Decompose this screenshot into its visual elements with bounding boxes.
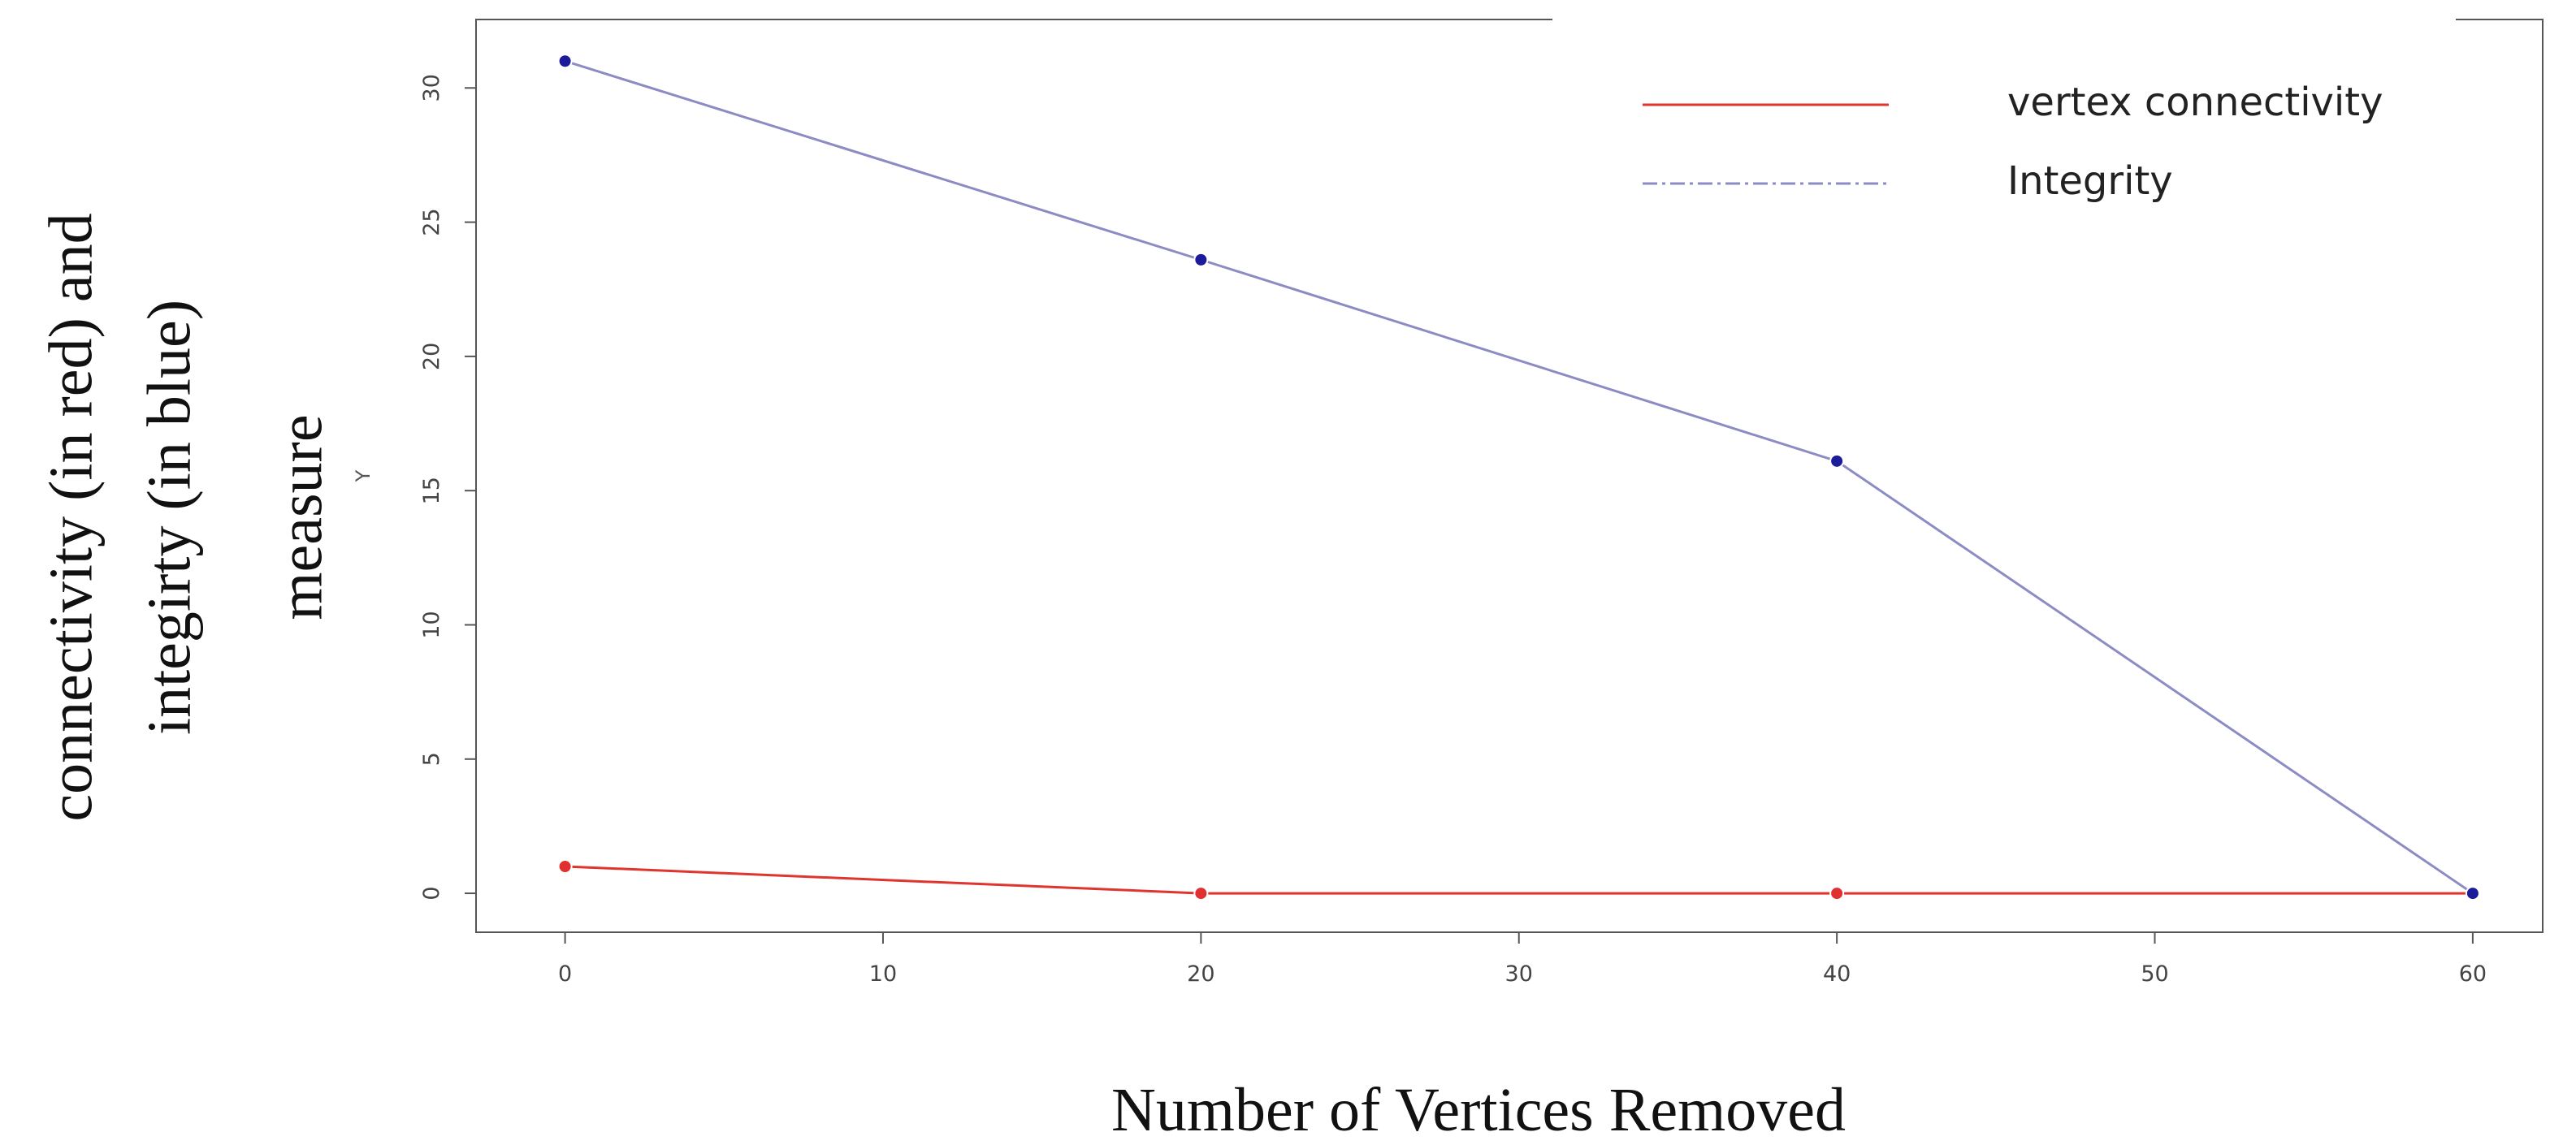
y-axis-label: connectivity (in red) and [37, 213, 105, 821]
data-point [1193, 252, 1209, 267]
y-tick-label: 10 [419, 611, 444, 638]
series-line [565, 865, 2473, 895]
data-point [1829, 886, 1845, 901]
data-point [557, 54, 573, 69]
x-tick-label: 60 [2459, 961, 2487, 987]
data-point [2465, 886, 2480, 901]
x-tick-label: 40 [1823, 961, 1851, 987]
x-tick-label: 0 [558, 961, 572, 987]
x-axis-label: Number of Vertices Removed [1111, 1076, 1846, 1144]
x-tick-label: 10 [869, 961, 897, 987]
legend-label: vertex connectivity [2007, 80, 2383, 125]
x-tick-label: 20 [1187, 961, 1214, 987]
y-tick-label: 15 [419, 477, 444, 504]
data-point [557, 859, 573, 875]
y-tick-label: 5 [419, 752, 444, 766]
y-tick-label: 20 [419, 343, 444, 370]
x-tick-label: 30 [1505, 961, 1533, 987]
series-line [565, 59, 2474, 895]
x-tick-label: 50 [2141, 961, 2168, 987]
legend-label: Integrity [2007, 158, 2173, 204]
y-tick-label: 25 [419, 208, 444, 235]
data-point [1829, 453, 1845, 469]
plot-frame [475, 19, 2544, 933]
y-tick-label: 30 [419, 74, 444, 102]
y-axis-label: integirty (in blue) [135, 300, 203, 735]
data-point [1193, 886, 1209, 901]
legend-box [1552, 0, 2456, 235]
y-tick-label: 0 [419, 886, 444, 900]
y-axis-label: measure [266, 414, 335, 620]
y-axis-name: Y [352, 469, 374, 482]
